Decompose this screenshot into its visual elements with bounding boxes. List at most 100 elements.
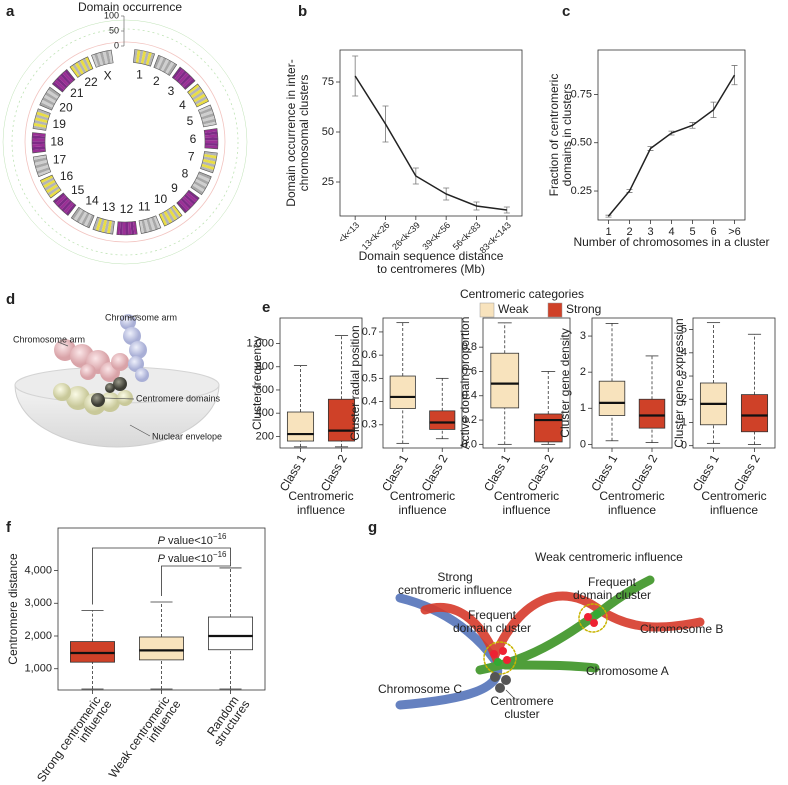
- chromosome-band: [55, 194, 67, 206]
- chromosome-band: [85, 56, 93, 70]
- chromosome-band: [48, 87, 61, 97]
- y-tick-label: 2: [681, 393, 687, 405]
- p-text: value<10: [165, 553, 213, 565]
- chromosome-band: [34, 159, 48, 166]
- x-tick-label: Class 1: [379, 452, 411, 494]
- chromosome-band: [203, 153, 217, 159]
- chromosome-band: [33, 154, 47, 160]
- x-tick-label: 4: [668, 226, 674, 238]
- chromosome-band: [32, 125, 47, 131]
- chromosome-label: 2: [153, 74, 160, 88]
- chromosome-band: [101, 219, 108, 233]
- box: [490, 352, 520, 409]
- chromosome-band: [184, 194, 196, 205]
- chromosome-band: [106, 220, 112, 234]
- chromosome-band: [86, 214, 95, 228]
- p-text: value<10: [165, 535, 213, 547]
- x-tick-label: 39<k<56: [420, 220, 452, 252]
- plot-frame: [692, 317, 776, 449]
- chromosome-band: [54, 79, 66, 91]
- y-tick-label: 0.3: [362, 419, 377, 431]
- chromosome-outline: [197, 104, 217, 128]
- p-symbol: P: [158, 535, 166, 547]
- chromosome-label: 1: [136, 68, 143, 82]
- chromosome-band: [36, 167, 50, 174]
- y-tick-label: 0.5: [362, 372, 377, 384]
- y-tick-label: 0.0: [462, 438, 477, 450]
- diagram-label: centromeric influence: [398, 583, 512, 597]
- chromosome-band: [82, 58, 91, 71]
- y-axis-label: Cluster gene expression: [672, 318, 686, 447]
- box: [139, 636, 184, 661]
- chromosome-band: [140, 50, 147, 65]
- chromosome-band: [92, 217, 100, 231]
- bracket: [92, 547, 231, 605]
- chromosome-band: [81, 212, 90, 226]
- chromosome-band: [200, 166, 214, 173]
- box: [286, 411, 315, 442]
- y-tick-label: 0.6: [362, 349, 377, 361]
- chromosome-label: 10: [154, 192, 168, 206]
- chromosome-band: [153, 215, 161, 229]
- x-axis-label: Centromeric: [599, 489, 664, 503]
- chromosome-band: [178, 72, 189, 84]
- bracket: [161, 561, 231, 596]
- chromosome-band: [200, 110, 214, 118]
- box: [389, 375, 416, 409]
- y-tick-label: 3: [681, 370, 687, 382]
- x-tick-label: 13<k<26: [360, 220, 392, 252]
- chromosome-band: [34, 119, 48, 126]
- chromosome-band: [36, 111, 50, 119]
- x-tick-label: Class 1: [690, 452, 722, 494]
- chromosome-label: 20: [59, 100, 73, 114]
- x-tick-label: Class 1: [588, 452, 620, 494]
- x-tick-label: Strong centromeric: [34, 694, 104, 785]
- chromosome-label: 15: [71, 183, 85, 197]
- x-tick-label: Class 2: [628, 452, 660, 494]
- p-exponent: −16: [213, 550, 227, 559]
- chromosome-band: [160, 58, 170, 72]
- chromosome-band: [32, 146, 46, 151]
- chromosome-band: [165, 61, 175, 75]
- y-tick-label: 3,000: [24, 597, 52, 609]
- chromosome-label: 3: [168, 84, 175, 98]
- chromosome-label: 18: [50, 135, 64, 149]
- diagram-label: Strong: [437, 570, 472, 584]
- chromosome-band: [58, 75, 70, 87]
- chromosome-band: [201, 163, 215, 171]
- chromosome-outline: [187, 83, 210, 108]
- data-line: [354, 75, 507, 211]
- chromosome-band: [148, 217, 156, 231]
- panel-label: f: [6, 519, 12, 536]
- chromosome-band: [176, 70, 187, 83]
- chromosome-band: [204, 134, 218, 138]
- chromosome-band: [56, 77, 68, 89]
- chromosome-band: [145, 52, 152, 66]
- chromosome-outline: [32, 154, 52, 178]
- chromosome-outline: [138, 215, 162, 234]
- box: [208, 616, 253, 651]
- chromosome-band: [190, 88, 203, 99]
- x-axis-label: Centromeric: [288, 489, 353, 503]
- x-axis-label: Number of chromosomes in a cluster: [573, 235, 769, 249]
- data-line: [607, 74, 736, 217]
- chromosome-outline: [176, 189, 200, 214]
- chromosome-band: [201, 161, 216, 168]
- chromosome-band: [60, 73, 72, 85]
- circos-title: Domain occurrence: [78, 0, 182, 14]
- y-tick-label: 0.7: [362, 326, 377, 338]
- y-tick-label: 2,000: [24, 630, 52, 642]
- chromosome-label: 19: [53, 117, 67, 131]
- chromosome-band: [163, 210, 173, 224]
- chromosome-band: [32, 132, 46, 137]
- y-tick-label: 200: [256, 430, 274, 442]
- chromosome-label: 11: [138, 199, 151, 213]
- chromosome-band: [53, 192, 65, 204]
- chromosome-band: [158, 57, 167, 71]
- chromosome-outline: [203, 128, 219, 150]
- diagram-label: Centromere: [490, 694, 554, 708]
- x-tick-label: Class 2: [524, 452, 556, 494]
- plot-frame: [482, 317, 571, 449]
- y-tick-label: 0: [681, 440, 687, 452]
- chromosome-band: [42, 179, 56, 189]
